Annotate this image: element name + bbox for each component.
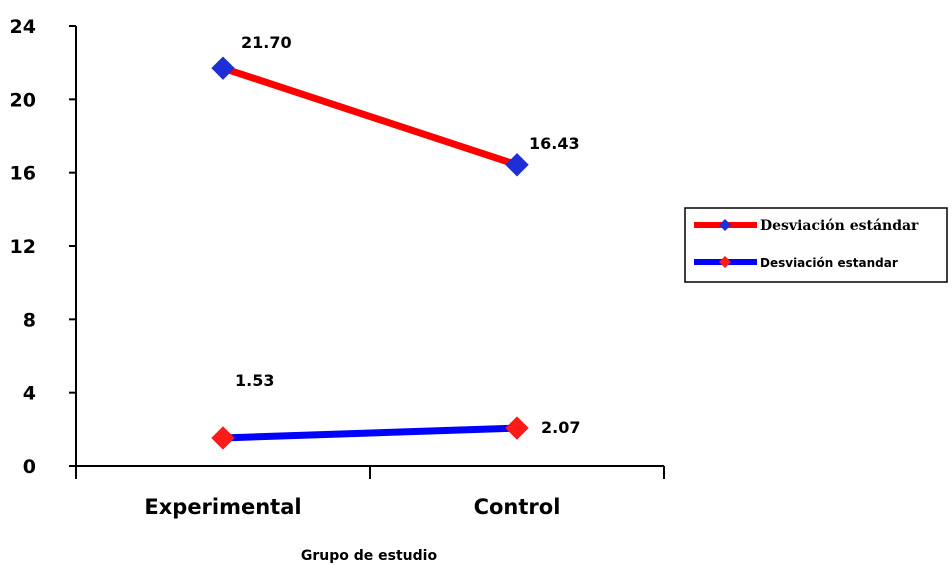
- legend-label: Desviación estandar: [760, 256, 898, 270]
- y-tick-label: 8: [23, 309, 36, 331]
- y-tick-label: 12: [10, 236, 36, 258]
- data-label: 21.70: [241, 33, 292, 52]
- series-line: [219, 424, 521, 442]
- y-tick-label: 0: [23, 456, 36, 478]
- data-labels: 21.70 16.43 1.53 2.07: [235, 33, 580, 437]
- legend-box: [684, 207, 948, 283]
- series-2: [211, 416, 529, 450]
- axes: [75, 26, 664, 467]
- x-axis-ticks: Experimental Control: [75, 466, 665, 519]
- legend-item-1: Desviación estándar: [694, 218, 919, 234]
- data-point-marker: [211, 426, 235, 450]
- data-label: 1.53: [235, 371, 274, 390]
- legend: Desviación estándar Desviación estandar: [684, 207, 948, 283]
- data-label: 16.43: [529, 134, 580, 153]
- data-label: 2.07: [541, 418, 580, 437]
- data-point-marker: [505, 153, 529, 177]
- data-point-marker: [211, 56, 235, 80]
- y-tick-label: 20: [10, 89, 36, 111]
- x-tick-label: Control: [474, 495, 561, 519]
- legend-marker-swatch: [719, 219, 731, 231]
- series-layer: [211, 56, 529, 450]
- y-axis-ticks: 0 4 8 12 16 20 24: [10, 16, 76, 478]
- x-axis-title: Grupo de estudio: [301, 548, 438, 564]
- legend-label: Desviación estándar: [760, 218, 919, 234]
- y-tick-label: 4: [23, 383, 36, 405]
- x-tick-label: Experimental: [144, 495, 301, 519]
- series-1: [211, 56, 529, 177]
- y-tick-label: 24: [10, 16, 36, 38]
- data-point-marker: [505, 416, 529, 440]
- legend-item-2: Desviación estandar: [694, 256, 898, 270]
- y-tick-label: 16: [10, 163, 36, 185]
- series-line: [219, 64, 521, 169]
- legend-marker-swatch: [719, 256, 731, 268]
